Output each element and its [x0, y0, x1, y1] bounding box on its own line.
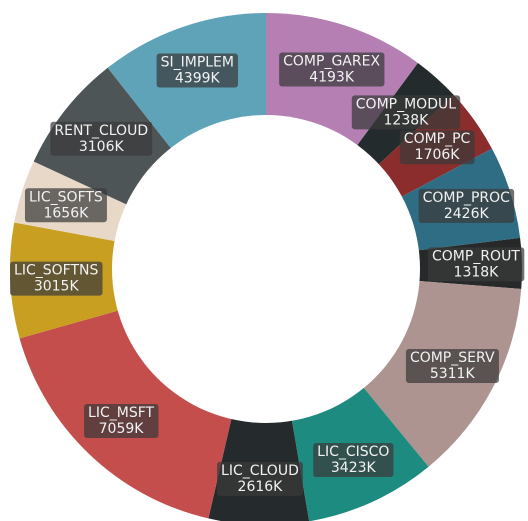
slice-value-comp-garex: 4193K — [309, 70, 355, 86]
slice-category-lic-softns: LIC_SOFTNS — [14, 263, 98, 279]
slice-label-bg-comp-serv — [405, 349, 499, 384]
slice-label-comp-garex: COMP_GAREX 4193K — [283, 54, 380, 86]
slice-category-rent-cloud: RENT_CLOUD — [54, 123, 148, 139]
slice-category-comp-rout: COMP_ROUT — [432, 248, 520, 264]
slice-value-lic-cisco: 3423K — [331, 460, 377, 476]
slice-value-comp-rout: 1318K — [454, 264, 500, 280]
slice-label-bg-comp-proc — [418, 188, 515, 223]
slice-value-comp-serv: 5311K — [430, 366, 476, 382]
slice-label-bg-si-implem — [156, 53, 238, 88]
slice-label-lic-cisco: LIC_CISCO 3423K — [317, 444, 389, 476]
slice-label-rent-cloud: RENT_CLOUD 3106K — [54, 123, 148, 155]
slice-value-lic-msft: 7059K — [99, 421, 145, 437]
slice-label-bg-comp-garex — [279, 52, 385, 87]
slice-label-comp-proc: COMP_PROC 2426K — [423, 190, 511, 222]
slice-value-lic-softs: 1656K — [43, 205, 89, 221]
slice-label-bg-lic-msft — [84, 403, 159, 438]
slice-label-bg-lic-softns — [10, 261, 103, 296]
slice-value-lic-softns: 3015K — [34, 279, 80, 295]
slice-label-lic-softns: LIC_SOFTNS 3015K — [14, 263, 98, 295]
slice-category-comp-proc: COMP_PROC — [423, 190, 511, 206]
slice-label-bg-lic-cisco — [313, 442, 394, 477]
slice-label-bg-comp-pc — [399, 130, 475, 165]
slice-value-si-implem: 4399K — [175, 71, 221, 87]
slice-label-bg-rent-cloud — [50, 121, 153, 156]
slice-category-comp-serv: COMP_SERV — [410, 350, 495, 366]
slice-label-bg-comp-rout — [428, 247, 525, 282]
slice-label-comp-serv: COMP_SERV 5311K — [410, 350, 495, 382]
slice-label-bg-lic-softs — [24, 188, 107, 223]
donut-hole — [112, 115, 420, 423]
slice-label-comp-rout: COMP_ROUT 1318K — [432, 248, 520, 280]
slice-category-lic-softs: LIC_SOFTS — [29, 189, 103, 205]
slice-label-bg-lic-cloud — [217, 461, 303, 496]
slice-label-si-implem: SI_IMPLEM 4399K — [161, 55, 234, 87]
slice-category-lic-cisco: LIC_CISCO — [317, 444, 389, 460]
slice-category-comp-garex: COMP_GAREX — [283, 54, 380, 70]
slice-category-comp-pc: COMP_PC — [404, 131, 471, 147]
slice-category-comp-modul: COMP_MODUL — [356, 96, 456, 112]
slice-value-comp-proc: 2426K — [444, 206, 490, 222]
slice-category-lic-cloud: LIC_CLOUD — [221, 463, 299, 479]
slice-category-lic-msft: LIC_MSFT — [88, 405, 154, 421]
slice-value-lic-cloud: 2616K — [238, 479, 284, 495]
slice-category-si-implem: SI_IMPLEM — [161, 55, 234, 71]
slice-label-lic-msft: LIC_MSFT 7059K — [88, 405, 154, 437]
slice-label-lic-cloud: LIC_CLOUD 2616K — [221, 463, 299, 495]
slice-value-comp-modul: 1238K — [384, 112, 430, 128]
slice-label-lic-softs: LIC_SOFTS 1656K — [29, 189, 103, 221]
slice-label-comp-modul: COMP_MODUL 1238K — [356, 96, 456, 128]
slice-value-comp-pc: 1706K — [415, 147, 461, 163]
slice-label-bg-comp-modul — [351, 95, 461, 130]
slice-label-comp-pc: COMP_PC 1706K — [404, 131, 471, 163]
slice-value-rent-cloud: 3106K — [79, 139, 125, 155]
